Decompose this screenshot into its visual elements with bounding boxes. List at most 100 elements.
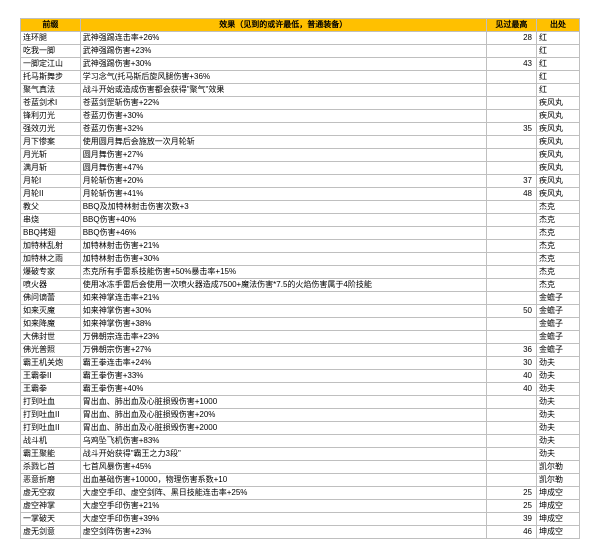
cell-prefix: 如来灭魔 (21, 305, 81, 318)
cell-effect: 圆月舞伤害+47% (80, 162, 486, 175)
cell-prefix: 虚无剑意 (21, 526, 81, 539)
table-row: 虚无空寂大虚空手印、虚空剑阵、黑日技能连击率+25%25坤成空 (21, 487, 580, 500)
cell-prefix: 锋利刃光 (21, 110, 81, 123)
table-row: 一掌破天大虚空手印伤害+39%39坤成空 (21, 513, 580, 526)
cell-src: 杰克 (536, 279, 579, 292)
cell-effect: 乌鸡坠飞机伤害+83% (80, 435, 486, 448)
cell-effect: 苍蓝刃伤害+30% (80, 110, 486, 123)
table-row: 锋利刃光苍蓝刃伤害+30%疾风丸 (21, 110, 580, 123)
cell-max (486, 474, 536, 487)
cell-effect: 大虚空手印伤害+39% (80, 513, 486, 526)
cell-prefix: 苍蓝剑术I (21, 97, 81, 110)
cell-max (486, 227, 536, 240)
cell-prefix: 爆破专家 (21, 266, 81, 279)
col-src: 出处 (536, 19, 579, 32)
cell-src: 坤成空 (536, 526, 579, 539)
cell-effect: 使用圆月舞后会施放一次月轮斩 (80, 136, 486, 149)
cell-effect: 战斗开始获得"霸王之力3段" (80, 448, 486, 461)
cell-src: 劲夫 (536, 435, 579, 448)
table-row: BBQ拷翅BBQ伤害+46%杰克 (21, 227, 580, 240)
table-row: 王霸拳霸王拳伤害+40%40劲夫 (21, 383, 580, 396)
cell-src: 红 (536, 32, 579, 45)
cell-effect: 战斗开始或造成伤害都会获得"聚气"效果 (80, 84, 486, 97)
cell-max (486, 97, 536, 110)
cell-src: 杰克 (536, 227, 579, 240)
cell-prefix: 聚气真法 (21, 84, 81, 97)
cell-prefix: BBQ拷翅 (21, 227, 81, 240)
cell-max (486, 253, 536, 266)
cell-prefix: 串烧 (21, 214, 81, 227)
cell-max: 25 (486, 500, 536, 513)
cell-effect: 七首风暴伤害+45% (80, 461, 486, 474)
cell-prefix: 吃我一脚 (21, 45, 81, 58)
cell-prefix: 喷火器 (21, 279, 81, 292)
cell-src: 杰克 (536, 266, 579, 279)
table-row: 霸王机关炮霸王拳连击率+24%30劲夫 (21, 357, 580, 370)
cell-src: 红 (536, 58, 579, 71)
cell-effect: 武神强踢伤害+23% (80, 45, 486, 58)
cell-src: 劲夫 (536, 396, 579, 409)
cell-effect: 万佛朝宗连击率+23% (80, 331, 486, 344)
cell-src: 疾风丸 (536, 136, 579, 149)
table-row: 一脚定江山武神强踢伤害+30%43红 (21, 58, 580, 71)
cell-prefix: 佛光普照 (21, 344, 81, 357)
cell-effect: 霸王拳连击率+24% (80, 357, 486, 370)
col-prefix: 前缀 (21, 19, 81, 32)
cell-prefix: 虚空神掌 (21, 500, 81, 513)
cell-max: 39 (486, 513, 536, 526)
cell-max (486, 409, 536, 422)
cell-prefix: 霸王聚能 (21, 448, 81, 461)
cell-prefix: 托马斯舞步 (21, 71, 81, 84)
cell-max (486, 279, 536, 292)
cell-prefix: 佛问谪蕾 (21, 292, 81, 305)
table-row: 大佛封世万佛朝宗连击率+23%金蟾子 (21, 331, 580, 344)
table-row: 苍蓝剑术I苍蓝剑罡斩伤害+22%疾风丸 (21, 97, 580, 110)
cell-max: 50 (486, 305, 536, 318)
cell-max (486, 448, 536, 461)
cell-prefix: 月下惨案 (21, 136, 81, 149)
cell-effect: 苍蓝刃伤害+32% (80, 123, 486, 136)
table-row: 虚空神掌大虚空手印伤害+21%25坤成空 (21, 500, 580, 513)
cell-prefix: 一掌破天 (21, 513, 81, 526)
cell-src: 金蟾子 (536, 292, 579, 305)
cell-prefix: 杀戮匕首 (21, 461, 81, 474)
table-row: 月轮II月轮斩伤害+41%48疾风丸 (21, 188, 580, 201)
header-row: 前缀 效果（见到的或许最低，普通装备） 见过最高 出处 (21, 19, 580, 32)
cell-effect: 加特林射击伤害+30% (80, 253, 486, 266)
cell-prefix: 王霸拳 (21, 383, 81, 396)
table-row: 聚气真法战斗开始或造成伤害都会获得"聚气"效果 红 (21, 84, 580, 97)
cell-max (486, 214, 536, 227)
cell-src: 坤成空 (536, 500, 579, 513)
table-row: 打到吐血II胃出血、肺出血及心脏损毁伤害+20%劲夫 (21, 409, 580, 422)
cell-prefix: 月光斩 (21, 149, 81, 162)
table-row: 王霸拳II霸王拳伤害+33%40劲夫 (21, 370, 580, 383)
cell-prefix: 月轮II (21, 188, 81, 201)
cell-src: 凯尔勒 (536, 474, 579, 487)
cell-effect: 月轮斩伤害+41% (80, 188, 486, 201)
cell-effect: 武神强踢伤害+30% (80, 58, 486, 71)
col-effect: 效果（见到的或许最低，普通装备） (80, 19, 486, 32)
cell-prefix: 霸王机关炮 (21, 357, 81, 370)
table-row: 打到吐血胃出血、肺出血及心脏损毁伤害+1000劲夫 (21, 396, 580, 409)
cell-effect: BBQ及加特林射击伤害次数+3 (80, 201, 486, 214)
cell-src: 红 (536, 84, 579, 97)
cell-src: 金蟾子 (536, 305, 579, 318)
cell-src: 坤成空 (536, 487, 579, 500)
table-row: 虚无剑意虚空剑阵伤害+23%46坤成空 (21, 526, 580, 539)
cell-src: 劲夫 (536, 448, 579, 461)
cell-prefix: 恶意折磨 (21, 474, 81, 487)
cell-effect: 加特林射击伤害+21% (80, 240, 486, 253)
cell-effect: 虚空剑阵伤害+23% (80, 526, 486, 539)
cell-src: 劲夫 (536, 383, 579, 396)
cell-max: 48 (486, 188, 536, 201)
cell-prefix: 强效刃光 (21, 123, 81, 136)
cell-max: 40 (486, 370, 536, 383)
cell-max (486, 84, 536, 97)
cell-max: 40 (486, 383, 536, 396)
cell-src: 疾风丸 (536, 175, 579, 188)
table-container: 前缀 效果（见到的或许最低，普通装备） 见过最高 出处 连环腿武神强踢连击率+2… (0, 0, 600, 557)
col-max: 见过最高 (486, 19, 536, 32)
cell-max (486, 240, 536, 253)
cell-prefix: 加特林乱射 (21, 240, 81, 253)
cell-src: 疾风丸 (536, 123, 579, 136)
